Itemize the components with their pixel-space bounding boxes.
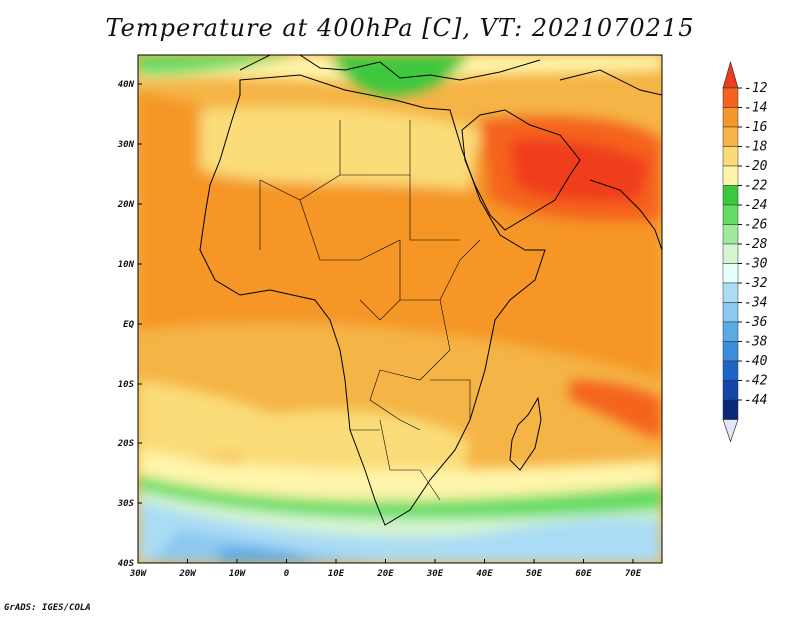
africa-outline	[199, 74, 546, 526]
lat-tick-label: 40N	[118, 80, 135, 90]
colorbar-label: -22	[744, 179, 768, 194]
colorbar-segment	[722, 399, 739, 420]
arabia-outline	[461, 109, 581, 231]
colorbar-segment	[722, 302, 739, 323]
colorbar-label: -36	[744, 315, 768, 330]
colorbar-segment	[722, 107, 739, 128]
coastlines	[199, 55, 662, 526]
longitude-tick-labels: 30W 20W 10W 0 10E 20E 30E 40E 50E 60E 70E	[129, 559, 642, 579]
temperature-field	[138, 55, 662, 563]
lon-tick-label: 20E	[376, 569, 394, 579]
asia-outline	[559, 69, 662, 251]
colorbar-label: -12	[744, 81, 768, 96]
chart-title: Temperature at 400hPa [C], VT: 202107021…	[105, 14, 695, 42]
latitude-tick-labels: 40N 30N 20N 10N EQ 10S 20S 30S 40S	[117, 80, 142, 569]
lon-tick-label: 60E	[575, 569, 592, 579]
colorbar-segment	[722, 146, 739, 167]
colorbar-segment	[722, 282, 739, 303]
europe-outline	[239, 55, 541, 81]
colorbar-label: -20	[744, 159, 768, 174]
colorbar-label: -18	[744, 140, 768, 155]
colorbar-bottom-arrow	[722, 419, 739, 443]
lon-tick-label: 10E	[328, 569, 345, 579]
lon-tick-label: 30E	[426, 569, 444, 579]
colorbar-label: -26	[744, 218, 768, 233]
lat-tick-label: 30N	[117, 140, 135, 150]
colorbar-segment	[722, 126, 739, 147]
colorbar-segment	[722, 321, 739, 342]
colorbar-segment	[722, 224, 739, 245]
lat-tick-label: 20N	[117, 200, 135, 210]
grads-credit: GrADS: IGES/COLA	[4, 603, 91, 613]
colorbar-segment	[722, 360, 739, 381]
lat-tick-label: 10N	[118, 260, 135, 270]
country-borders	[259, 120, 481, 501]
colorbar-segment	[722, 185, 739, 206]
colorbar-label: -38	[744, 335, 768, 350]
colorbar-label: -42	[744, 374, 768, 389]
map-frame	[137, 54, 663, 564]
lon-tick-label: 30W	[129, 569, 148, 579]
lon-tick-label: 50E	[526, 569, 543, 579]
colorbar-label: -14	[744, 101, 767, 116]
colorbar-label: -32	[744, 276, 768, 291]
colorbar-segment	[722, 380, 739, 401]
colorbar-label: -44	[744, 393, 767, 408]
lat-tick-label: 40S	[118, 559, 135, 569]
colorbar-segment	[722, 341, 739, 362]
colorbar-segment	[722, 165, 739, 186]
lon-tick-label: 40E	[476, 569, 493, 579]
colorbar-segment	[722, 87, 739, 108]
colorbar-label: -30	[744, 257, 768, 272]
lat-tick-label: EQ	[123, 320, 134, 330]
lat-tick-label: 10S	[118, 380, 135, 390]
colorbar-label: -24	[744, 198, 767, 213]
colorbar-segment	[722, 243, 739, 264]
colorbar-top-arrow	[722, 60, 739, 89]
colorbar-label: -34	[744, 296, 767, 311]
lat-tick-label: 20S	[117, 439, 135, 449]
colorbar-label: -40	[744, 354, 768, 369]
lon-tick-label: 20W	[178, 569, 197, 579]
madagascar-outline	[509, 396, 542, 471]
colorbar-label: -28	[744, 237, 768, 252]
lon-tick-label: 0	[284, 569, 290, 579]
colorbar-segment	[722, 204, 739, 225]
lat-tick-label: 30S	[117, 499, 135, 509]
colorbar: -12 -14 -16 -18 -20 -22 -24 -26 -28 -30 -32 -34 -36 -…	[722, 60, 768, 443]
lon-tick-label: 10W	[229, 569, 247, 579]
lon-tick-label: 70E	[625, 569, 642, 579]
colorbar-label: -16	[744, 120, 768, 135]
colorbar-segment	[722, 263, 739, 284]
